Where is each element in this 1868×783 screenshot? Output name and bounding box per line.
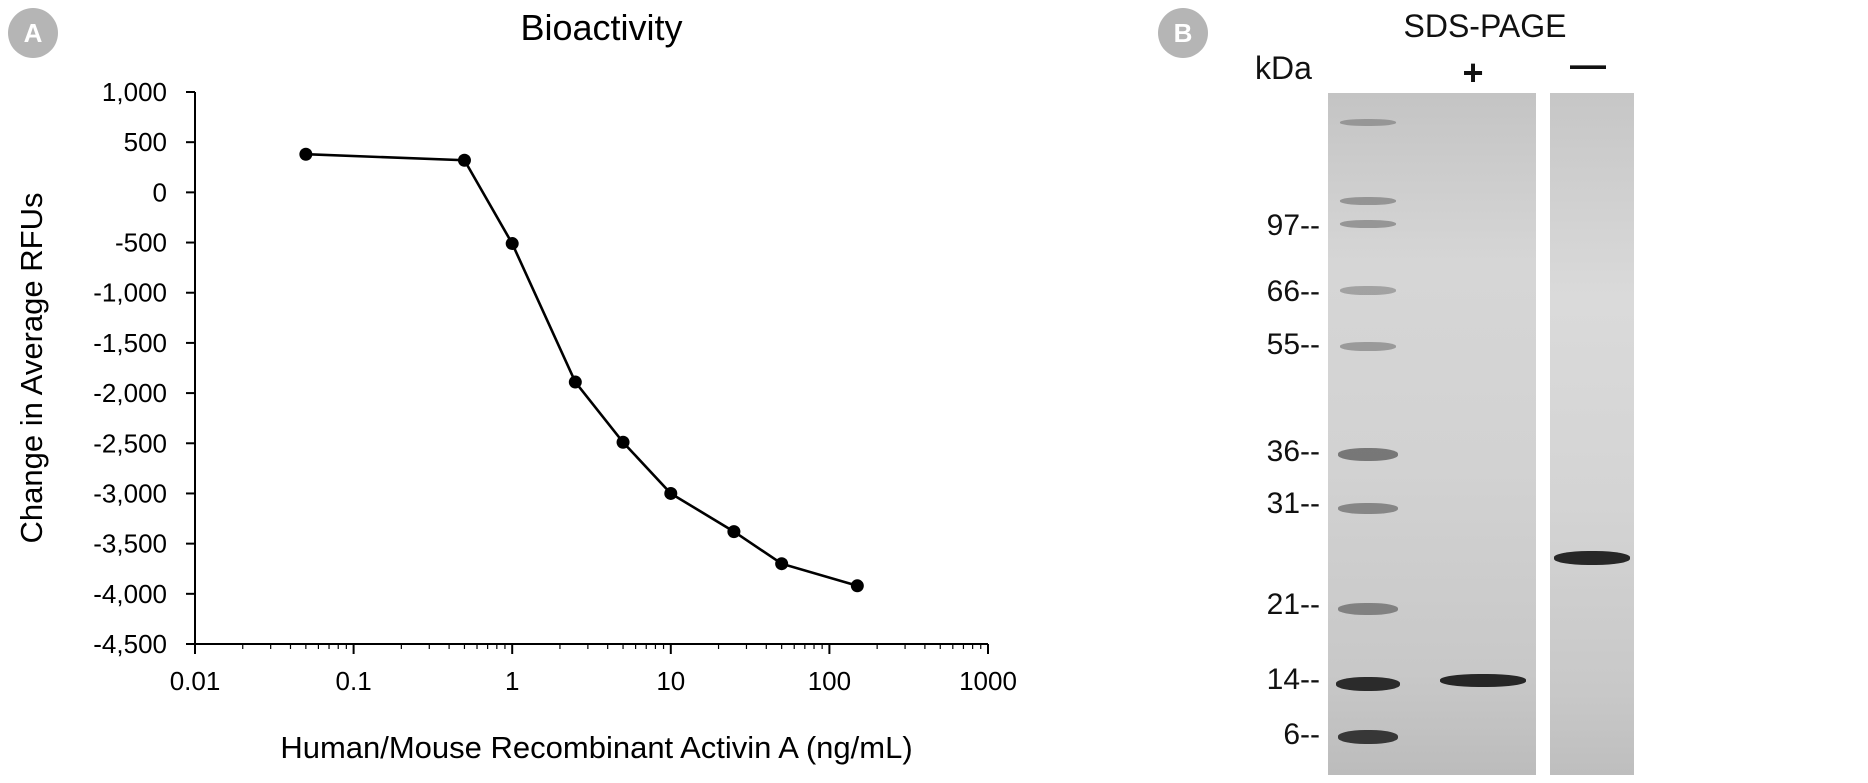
lane-label-minus: — — [1570, 44, 1606, 85]
y-tick-label: -4,500 — [93, 629, 167, 659]
marker-label-14: 14-- — [1266, 663, 1320, 696]
y-tick-label: -4,000 — [93, 579, 167, 609]
x-tick-label: 0.1 — [336, 666, 372, 696]
gel-image-ladder-and-reduced-lane — [1328, 93, 1536, 775]
gel-title: SDS-PAGE — [1403, 8, 1567, 44]
y-tick-label: -3,000 — [93, 478, 167, 508]
marker-label-66: 66-- — [1266, 275, 1320, 308]
data-point — [568, 375, 582, 389]
gel-image-nonreduced-lane — [1550, 93, 1634, 775]
y-tick-label: -1,000 — [93, 278, 167, 308]
data-point — [505, 237, 519, 251]
data-point — [457, 153, 471, 167]
data-point — [727, 525, 741, 539]
data-series-line — [305, 152, 858, 588]
data-point — [299, 147, 313, 161]
y-axis-title: Change in Average RFUs — [14, 193, 49, 544]
x-axis-title: Human/Mouse Recombinant Activin A (ng/mL… — [280, 730, 912, 765]
x-tick-label: 1000 — [959, 666, 1017, 696]
y-tick-label: -500 — [115, 228, 167, 258]
y-tick-label: 1,000 — [102, 77, 167, 107]
panel-a-badge: A — [8, 8, 58, 58]
x-tick-label: 100 — [808, 666, 851, 696]
y-tick-label: 0 — [153, 177, 167, 207]
data-point — [616, 435, 630, 449]
panel-b-badge: B — [1158, 8, 1208, 58]
kda-unit-label: kDa — [1255, 50, 1312, 86]
x-tick-label: 10 — [656, 666, 685, 696]
marker-label-31: 31-- — [1266, 487, 1320, 520]
data-point — [664, 486, 678, 500]
x-tick-label: 0.01 — [170, 666, 221, 696]
data-point — [850, 579, 864, 593]
marker-label-21: 21-- — [1266, 588, 1320, 621]
data-point — [775, 557, 789, 571]
marker-label-36: 36-- — [1266, 435, 1320, 468]
y-tick-label: -1,500 — [93, 328, 167, 358]
marker-label-97: 97-- — [1266, 209, 1320, 242]
marker-label-55: 55-- — [1266, 328, 1320, 361]
chart-title: Bioactivity — [520, 7, 682, 48]
marker-label-6: 6-- — [1283, 718, 1320, 751]
y-tick-label: -2,000 — [93, 378, 167, 408]
lane-label-plus: + — [1462, 52, 1484, 93]
y-tick-label: 500 — [124, 127, 167, 157]
y-tick-label: -3,500 — [93, 529, 167, 559]
y-tick-label: -2,500 — [93, 428, 167, 458]
bioactivity-chart: Bioactivity 1,000 500 0 -500 -1,000 -1,500 -2,0… — [14, 7, 1017, 765]
x-tick-label: 1 — [505, 666, 519, 696]
